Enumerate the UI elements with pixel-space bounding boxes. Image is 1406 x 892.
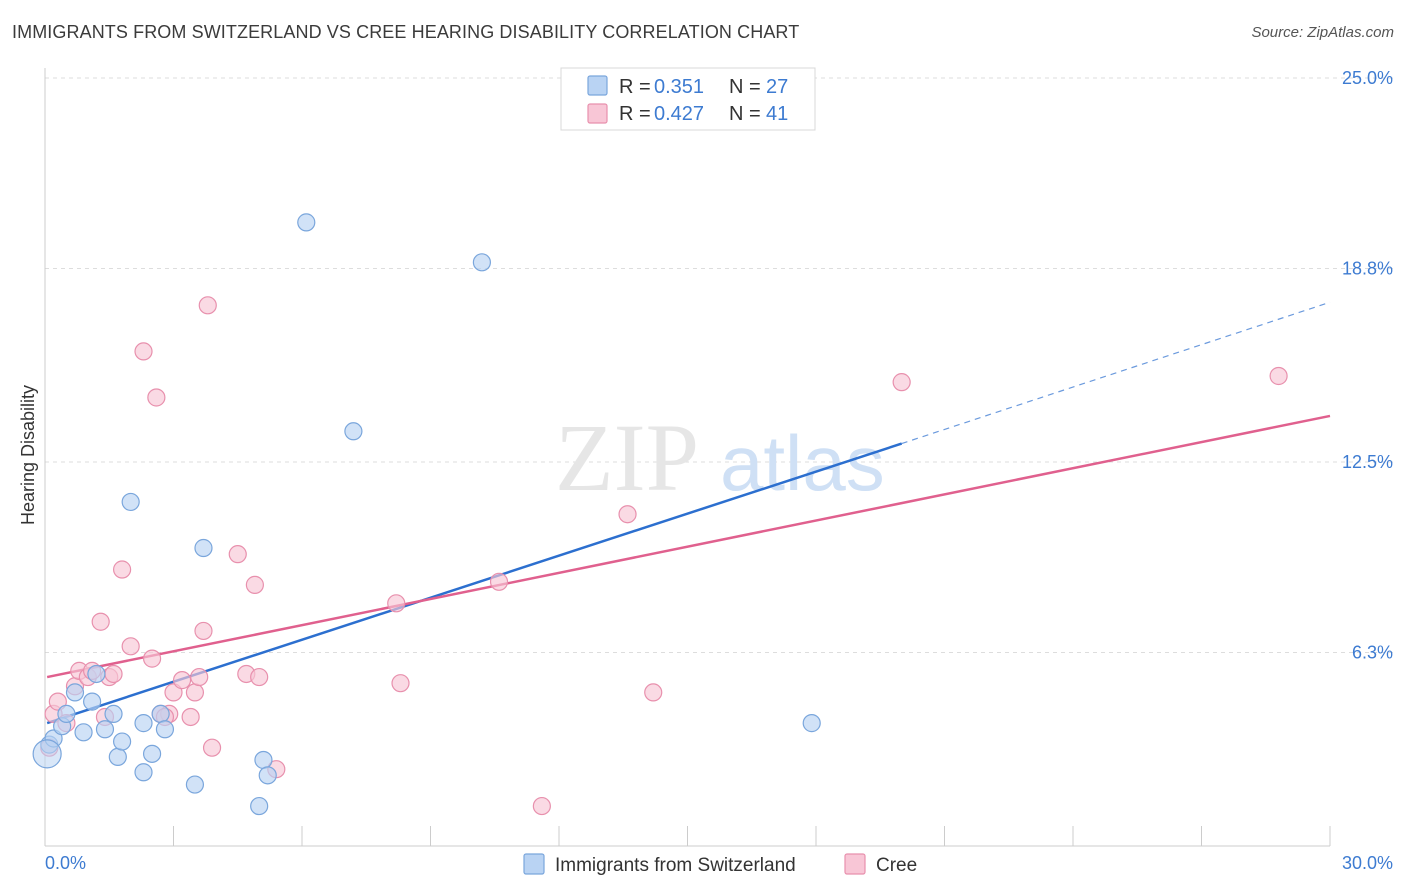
y-tick-label-0: 6.3% xyxy=(1352,642,1393,662)
point-pink-10 xyxy=(104,664,123,684)
y-tick-label-1: 12.5% xyxy=(1342,452,1393,472)
y-tick-labels: 6.3% 12.5% 18.8% 25.0% xyxy=(1342,68,1393,662)
stats-n-label-0: N = xyxy=(729,76,761,98)
point-pink-32 xyxy=(391,674,410,693)
point-pink-15 xyxy=(147,388,166,407)
point-blue-6 xyxy=(83,692,102,711)
watermark-zip: ZIP xyxy=(555,404,699,511)
stats-r-label-0: R = xyxy=(619,76,651,98)
point-pink-26 xyxy=(228,545,247,564)
point-pink-19 xyxy=(172,671,192,690)
x-tick-label-0: 0.0% xyxy=(45,853,86,873)
point-blue-7 xyxy=(87,664,106,684)
watermark: ZIP atlas xyxy=(555,404,885,511)
stats-r-value-1: 0.427 xyxy=(654,103,704,125)
point-pink-21 xyxy=(185,683,205,702)
point-pink-29 xyxy=(250,667,269,687)
point-blue-20 xyxy=(250,796,269,816)
point-pink-14 xyxy=(142,649,162,668)
legend-label-cree: Cree xyxy=(876,855,917,876)
point-blue-10 xyxy=(108,747,127,767)
stats-n-label-1: N = xyxy=(729,103,761,125)
bottom-legend: Immigrants from Switzerland Cree xyxy=(523,853,917,876)
point-pink-20 xyxy=(181,707,200,727)
y-tick-label-2: 18.8% xyxy=(1342,258,1393,278)
point-blue-13 xyxy=(134,714,153,733)
point-pink-1 xyxy=(48,692,67,711)
point-blue-17 xyxy=(155,720,175,739)
data-points xyxy=(32,213,1288,816)
watermark-atlas: atlas xyxy=(720,419,885,507)
point-blue-23 xyxy=(297,213,316,232)
legend-label-switzerland: Immigrants from Switzerland xyxy=(555,855,796,876)
point-pink-24 xyxy=(198,296,217,315)
point-pink-11 xyxy=(112,560,132,579)
point-pink-36 xyxy=(644,683,663,702)
point-blue-12 xyxy=(121,492,140,512)
point-blue-25 xyxy=(472,253,491,272)
stats-n-value-0: 27 xyxy=(766,76,788,98)
trendlines xyxy=(46,301,1331,725)
point-pink-28 xyxy=(245,575,264,594)
point-pink-34 xyxy=(532,796,551,816)
point-pink-13 xyxy=(134,342,153,361)
point-blue-24 xyxy=(344,422,363,441)
stats-legend-swatch-blue xyxy=(587,75,608,96)
point-pink-38 xyxy=(1269,366,1288,386)
legend-swatch-cree xyxy=(844,853,866,875)
chart-source: Source: ZipAtlas.com xyxy=(1251,24,1394,41)
point-pink-37 xyxy=(892,373,911,392)
point-blue-9 xyxy=(104,704,123,724)
point-blue-19 xyxy=(194,538,213,558)
stats-legend-swatch-pink xyxy=(587,103,608,124)
point-blue-8 xyxy=(95,720,115,739)
stats-r-label-1: R = xyxy=(619,103,651,125)
point-pink-7 xyxy=(91,612,110,631)
x-tick-label-1: 30.0% xyxy=(1342,853,1393,873)
point-pink-22 xyxy=(190,667,209,687)
point-pink-35 xyxy=(618,505,637,524)
point-blue-21 xyxy=(254,750,273,770)
point-blue-16 xyxy=(151,704,170,724)
point-pink-33 xyxy=(489,572,509,591)
point-blue-26 xyxy=(802,714,821,733)
point-pink-23 xyxy=(194,621,213,641)
point-blue-11 xyxy=(112,732,132,751)
point-blue-5 xyxy=(74,723,93,742)
stats-n-value-1: 41 xyxy=(766,103,788,125)
chart-title: IMMIGRANTS FROM SWITZERLAND VS CREE HEAR… xyxy=(12,22,800,42)
point-pink-25 xyxy=(202,738,222,757)
point-pink-31 xyxy=(387,594,406,613)
point-blue-14 xyxy=(134,763,153,782)
point-blue-4 xyxy=(65,683,85,702)
x-tick-labels: 0.0% 30.0% xyxy=(45,853,1393,873)
point-blue-15 xyxy=(142,744,162,763)
point-blue-22 xyxy=(258,766,277,785)
stats-legend: R = 0.351 N = 27 R = 0.427 N = 41 xyxy=(560,67,816,131)
trendline-cree xyxy=(46,414,1331,679)
stats-r-value-0: 0.351 xyxy=(654,76,704,98)
point-pink-12 xyxy=(121,637,140,656)
trendline-switzerland-extension xyxy=(901,301,1331,445)
point-blue-3 xyxy=(57,704,76,724)
point-blue-cluster xyxy=(32,739,62,769)
gridlines xyxy=(45,77,1395,653)
point-blue-18 xyxy=(185,775,205,794)
y-tick-label-3: 25.0% xyxy=(1342,68,1393,88)
legend-swatch-switzerland xyxy=(523,853,545,875)
point-pink-18 xyxy=(164,683,183,702)
y-axis-title: Hearing Disability xyxy=(18,385,38,525)
